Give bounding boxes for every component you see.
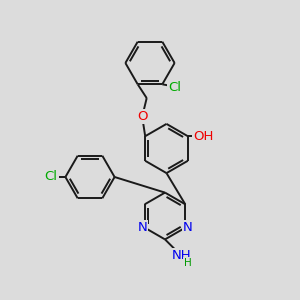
- Text: NH: NH: [172, 249, 191, 262]
- Text: N: N: [183, 221, 193, 234]
- Text: Cl: Cl: [168, 81, 182, 94]
- Text: OH: OH: [193, 130, 214, 143]
- Text: Cl: Cl: [44, 170, 58, 184]
- Text: N: N: [137, 221, 147, 234]
- Text: O: O: [137, 110, 147, 123]
- Text: H: H: [184, 258, 192, 268]
